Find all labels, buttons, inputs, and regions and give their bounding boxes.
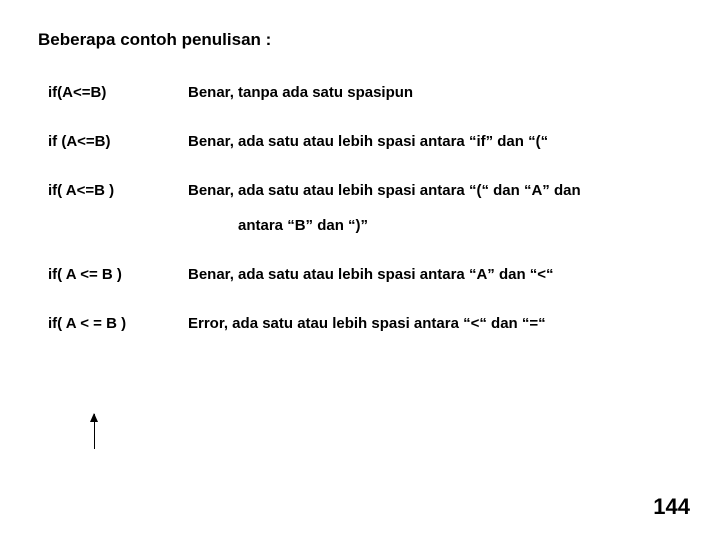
code-description: Benar, tanpa ada satu spasipun [188, 84, 692, 101]
code-description: Benar, ada satu atau lebih spasi antara … [188, 182, 692, 199]
page-number: 144 [653, 494, 690, 520]
example-row: if (A<=B) Benar, ada satu atau lebih spa… [38, 133, 692, 150]
code-sample: if( A<=B ) [48, 182, 188, 199]
slide-title: Beberapa contoh penulisan : [38, 30, 692, 50]
example-row: if( A<=B ) Benar, ada satu atau lebih sp… [38, 182, 692, 199]
code-sample: if(A<=B) [48, 84, 188, 101]
example-row: if( A <= B ) Benar, ada satu atau lebih … [38, 266, 692, 283]
continuation-text: antara “B” dan “)” [38, 217, 692, 234]
code-description: Benar, ada satu atau lebih spasi antara … [188, 133, 692, 150]
example-row: if(A<=B) Benar, tanpa ada satu spasipun [38, 84, 692, 101]
arrow-annotation [94, 414, 95, 449]
slide-container: Beberapa contoh penulisan : if(A<=B) Ben… [0, 0, 720, 332]
example-row: if( A < = B ) Error, ada satu atau lebih… [38, 315, 692, 332]
arrow-head-icon [90, 413, 98, 422]
code-sample: if( A <= B ) [48, 266, 188, 283]
code-sample: if( A < = B ) [48, 315, 188, 332]
code-description: Benar, ada satu atau lebih spasi antara … [188, 266, 692, 283]
code-sample: if (A<=B) [48, 133, 188, 150]
code-description: Error, ada satu atau lebih spasi antara … [188, 315, 692, 332]
